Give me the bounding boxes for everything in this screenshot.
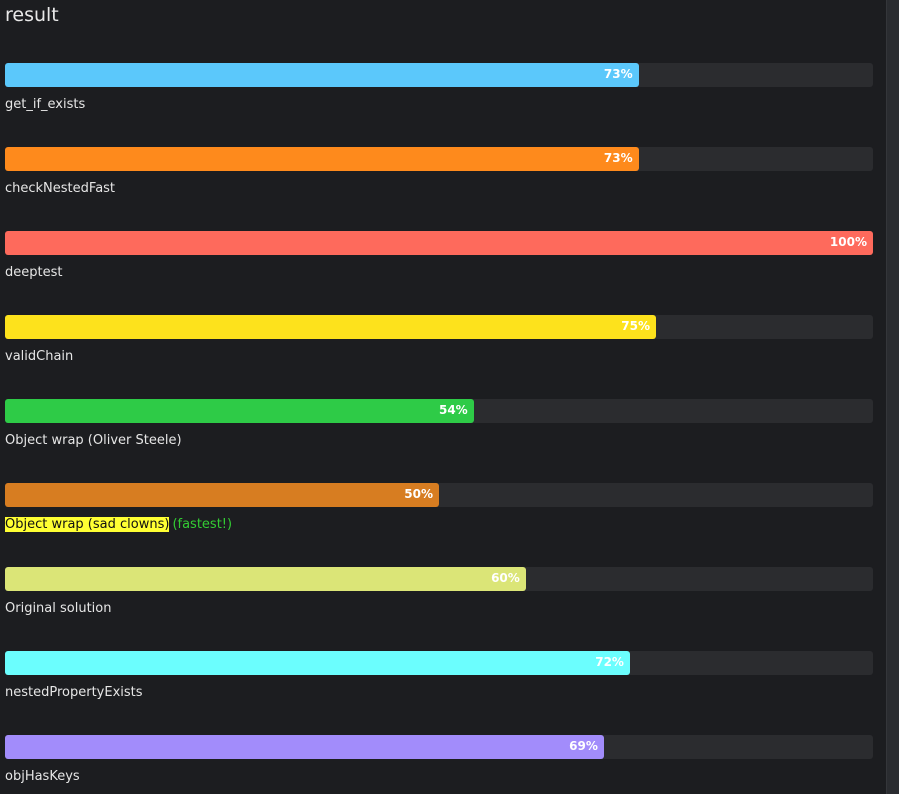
- bar-value-label: 60%: [491, 571, 520, 585]
- bar-row: 100% deeptest: [5, 231, 873, 315]
- bar-label: nestedPropertyExists: [5, 685, 143, 700]
- bar-row: 72% nestedPropertyExists: [5, 651, 873, 735]
- bar-chart: 73% get_if_exists 73% checkNestedFast 100% de…: [5, 63, 873, 794]
- bar: 100%: [5, 231, 873, 255]
- bar-track: 72%: [5, 651, 873, 675]
- bar-value-label: 54%: [438, 403, 468, 417]
- chart-title: result: [5, 4, 59, 26]
- bar-label-line: Original solution: [5, 601, 111, 616]
- bar: 54%: [5, 399, 474, 423]
- bar-label-line: get_if_exists: [5, 97, 85, 112]
- bar-value-label: 100%: [829, 235, 867, 249]
- bar: 72%: [5, 651, 630, 675]
- bar-value-label: 72%: [595, 655, 624, 669]
- bar-label-line: Object wrap (sad clowns) (fastest!): [5, 517, 232, 532]
- bar-track: 100%: [5, 231, 873, 255]
- bar-label-line: validChain: [5, 349, 73, 364]
- bar-label: Object wrap (Oliver Steele): [5, 433, 182, 448]
- bar-label: checkNestedFast: [5, 181, 116, 196]
- bar-track: 60%: [5, 567, 873, 591]
- bar: 73%: [5, 63, 639, 87]
- bar-label-line: Object wrap (Oliver Steele): [5, 433, 182, 448]
- bar: 50%: [5, 483, 439, 507]
- bar-track: 75%: [5, 315, 873, 339]
- bar-value-label: 73%: [603, 151, 633, 165]
- bar-track: 54%: [5, 399, 873, 423]
- bar-label: Original solution: [5, 601, 112, 616]
- bar-value-label: 75%: [621, 319, 650, 333]
- bar-track: 69%: [5, 735, 873, 759]
- bar-row: 73% get_if_exists: [5, 63, 873, 147]
- bar-label: validChain: [5, 349, 74, 364]
- vertical-scrollbar[interactable]: [886, 0, 899, 794]
- bar: 75%: [5, 315, 656, 339]
- bar: 69%: [5, 735, 604, 759]
- bar-track: 73%: [5, 63, 873, 87]
- bar-label: get_if_exists: [5, 97, 86, 112]
- bar-value-label: 69%: [569, 739, 598, 753]
- bar-label: objHasKeys: [5, 769, 80, 784]
- bar-row: 60% Original solution: [5, 567, 873, 651]
- bar-label-line: nestedPropertyExists: [5, 685, 143, 700]
- bar-label: deeptest: [5, 265, 63, 280]
- bar-row: 69% objHasKeys: [5, 735, 873, 794]
- bar-label-line: checkNestedFast: [5, 181, 115, 196]
- bar-label: Object wrap (sad clowns): [5, 517, 170, 532]
- bar-track: 73%: [5, 147, 873, 171]
- fastest-note: (fastest!): [172, 517, 233, 532]
- bar-row: 54% Object wrap (Oliver Steele): [5, 399, 873, 483]
- bar-track: 50%: [5, 483, 873, 507]
- bar-label-line: deeptest: [5, 265, 62, 280]
- bar-row: 75% validChain: [5, 315, 873, 399]
- bar-value-label: 73%: [603, 67, 633, 81]
- bar-label-line: objHasKeys: [5, 769, 80, 784]
- bar: 73%: [5, 147, 639, 171]
- bar: 60%: [5, 567, 526, 591]
- bar-row: 73% checkNestedFast: [5, 147, 873, 231]
- bar-row: 50% Object wrap (sad clowns) (fastest!): [5, 483, 873, 567]
- bar-value-label: 50%: [404, 487, 433, 501]
